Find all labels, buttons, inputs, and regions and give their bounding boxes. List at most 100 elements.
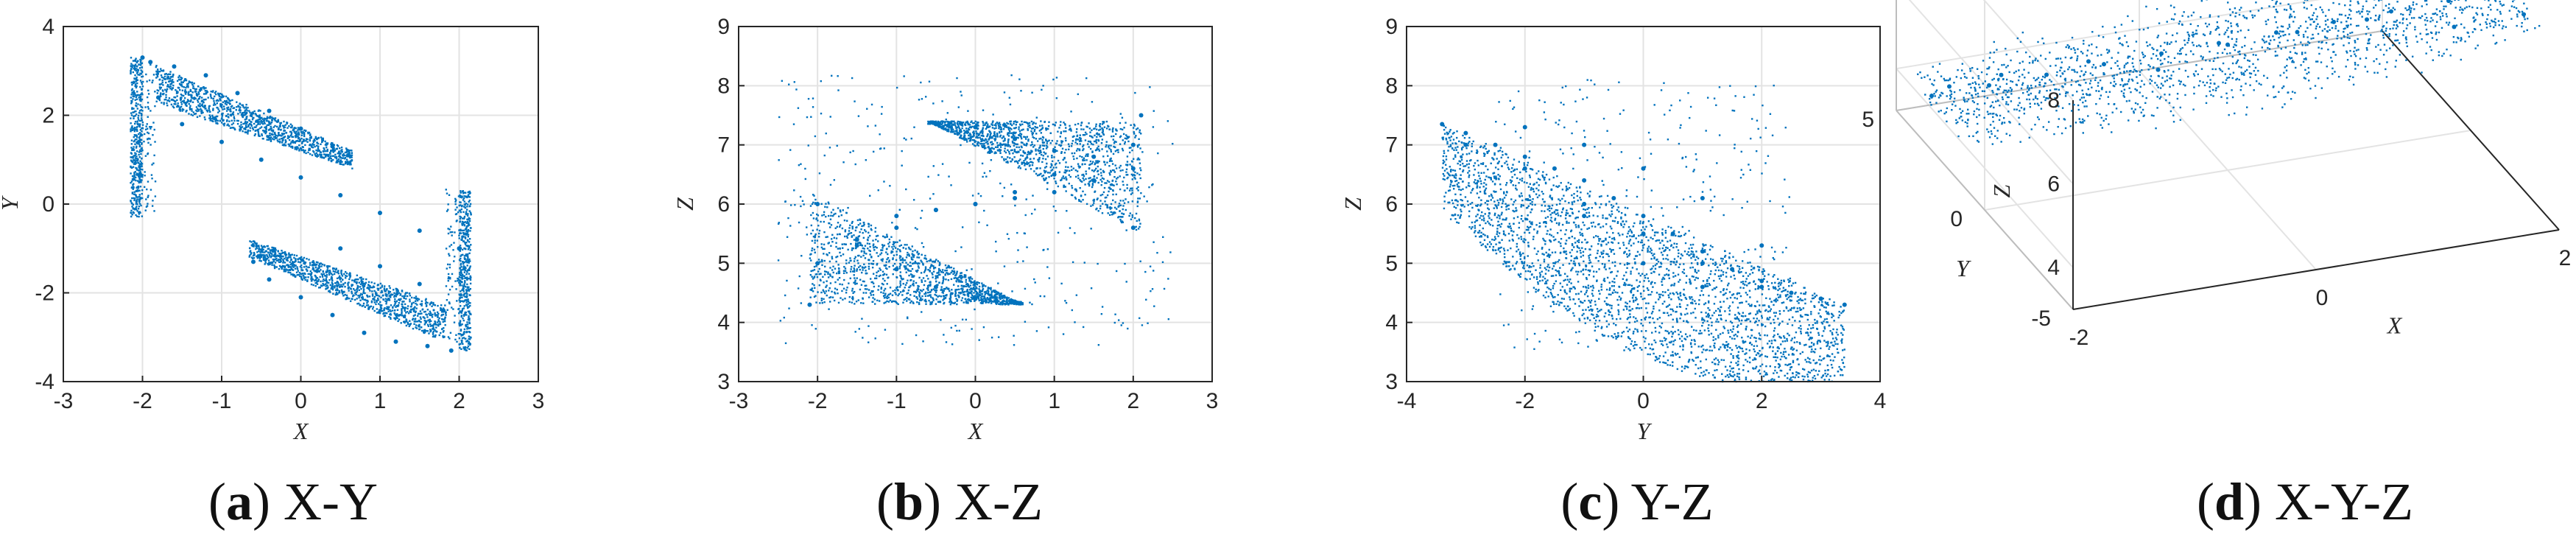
scatter-point [924,295,927,298]
scatter-point [381,295,384,297]
scatter-point [425,301,427,304]
scatter-point [470,227,472,229]
scatter-point [837,222,840,224]
scatter-point [222,123,225,125]
scatter-point [337,158,340,161]
scatter-point [1136,146,1139,148]
scatter-point [140,150,143,152]
scatter-point [1096,207,1098,210]
scatter-point [440,309,442,312]
scatter-point [956,288,958,291]
scatter-point [847,248,849,251]
scatter-point [135,194,137,196]
scatter-point [830,224,833,226]
scatter-point [839,209,842,211]
scatter-point [136,206,138,208]
scatter-point [141,148,143,150]
scatter-point [388,299,391,301]
scatter-point [339,147,341,150]
scatter-point [1136,205,1139,208]
scatter-point [136,190,138,192]
scatter-point [160,69,163,72]
scatter-point [461,235,463,238]
scatter-point [1091,184,1094,186]
scatter-point [815,265,817,267]
scatter-point [396,292,398,294]
scatter-point [1013,135,1016,137]
scatter-point [311,154,314,156]
scatter-point [249,111,251,113]
scatter-point [270,125,272,128]
scatter-point [468,262,470,264]
x-tick-label: 1 [374,389,387,413]
scatter-point [412,308,414,310]
scatter-point [138,175,140,178]
data-point [362,330,367,335]
scatter-point [466,220,469,222]
scatter-point [1101,148,1103,150]
scatter-point [939,263,941,265]
scatter-point [336,289,339,291]
scatter-point [387,298,390,300]
scatter-point [973,144,976,147]
scatter-point [448,228,451,231]
scatter-point [820,220,822,223]
scatter-point [281,255,284,258]
scatter-point [1106,161,1108,164]
scatter-point [824,273,826,276]
scatter-point [951,302,954,304]
scatter-point [146,127,149,130]
scatter-point [1046,140,1049,142]
scatter-point [398,318,401,320]
scatter-point [892,257,894,259]
scatter-point [429,318,431,321]
scatter-point [154,141,156,143]
scatter-point [1125,164,1127,166]
scatter-point [918,292,921,295]
scatter-point [427,319,429,321]
scatter-point [905,262,907,264]
scatter-point [1043,169,1046,172]
scatter-point [195,88,197,91]
scatter-point [134,163,136,166]
scatter-point [199,115,201,117]
scatter-point [389,313,391,316]
scatter-point [148,79,151,82]
scatter-point [354,292,356,295]
scatter-point [392,293,394,296]
scatter-point [986,134,989,136]
scatter-point [410,309,412,311]
scatter-point [135,134,138,136]
scatter-point [309,152,312,155]
scatter-point [464,280,466,282]
scatter-point [221,94,224,97]
scatter-point [319,153,321,155]
scatter-point [347,284,349,287]
scatter-point [1007,127,1010,130]
scatter-point [1075,138,1077,141]
scatter-point [244,122,246,125]
scatter-point [197,99,199,102]
scatter-point [1054,171,1057,173]
scatter-point [1110,150,1113,153]
scatter-point [321,156,323,158]
scatter-point [136,200,138,203]
scatter-point [323,278,325,281]
scatter-point [399,294,401,296]
scatter-point [288,252,290,254]
scatter-point [266,116,269,119]
scatter-point [1130,187,1132,190]
scatter-point [238,109,240,112]
scatter-point [436,323,438,326]
scatter-point [853,234,855,236]
scatter-point [464,242,466,244]
scatter-point [465,230,468,233]
scatter-point [157,71,159,74]
scatter-point [460,232,462,234]
scatter-point [468,241,471,243]
scatter-point [146,96,149,99]
scatter-point [141,121,144,124]
scatter-point [312,267,314,269]
scatter-point [413,307,415,309]
scatter-point [166,83,169,86]
